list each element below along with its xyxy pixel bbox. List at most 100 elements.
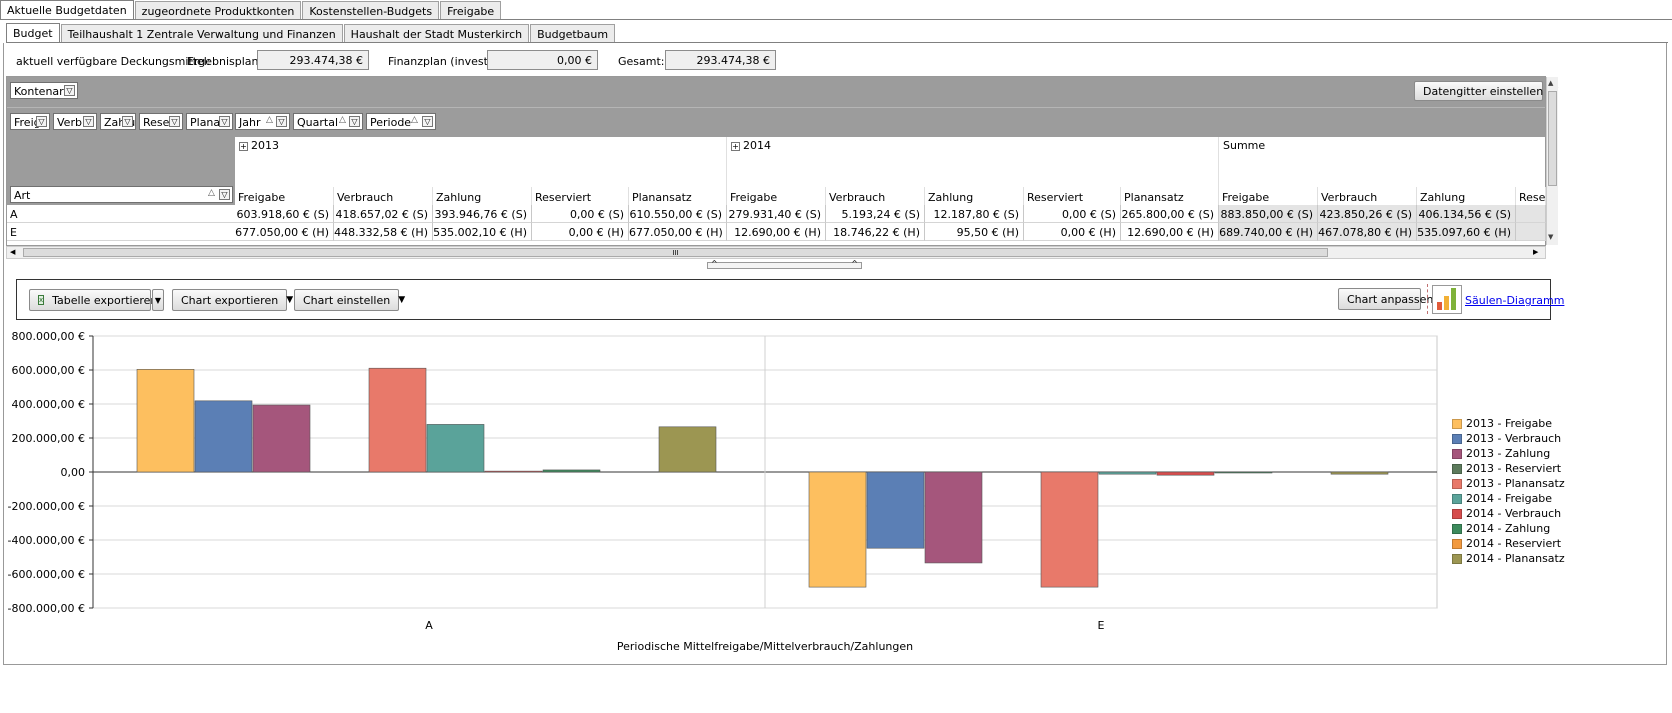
- column-header[interactable]: Verbrauch: [334, 187, 433, 205]
- scroll-down-icon[interactable]: ▼: [1548, 233, 1554, 241]
- gesamt-field[interactable]: 293.474,38 €: [665, 50, 776, 70]
- table-cell[interactable]: 535.002,10 € (H): [433, 223, 532, 241]
- filter-icon[interactable]: ▽: [122, 116, 133, 127]
- tabelle-exportieren-button[interactable]: x Tabelle exportieren: [29, 289, 157, 311]
- sort-icon[interactable]: △: [411, 115, 418, 125]
- column-header[interactable]: Zahlung: [1417, 187, 1516, 205]
- sort-icon[interactable]: △: [339, 115, 346, 125]
- table-cell[interactable]: 0,00 € (S): [532, 205, 629, 223]
- collapse-up-icon[interactable]: ^: [851, 259, 858, 268]
- table-cell[interactable]: 689.740,00 € (H): [1219, 223, 1318, 241]
- table-cell[interactable]: 18.746,22 € (H): [826, 223, 925, 241]
- expand-icon[interactable]: +: [731, 142, 740, 151]
- field-reserviert[interactable]: Reser ▽: [139, 113, 183, 130]
- column-header[interactable]: Freigabe: [1219, 187, 1318, 205]
- horizontal-scrollbar[interactable]: ◀ III ▶: [6, 246, 1546, 259]
- filter-icon[interactable]: ▽: [169, 116, 180, 127]
- column-header[interactable]: Planansatz: [629, 187, 727, 205]
- row-header[interactable]: E: [7, 223, 235, 241]
- column-header[interactable]: Planansatz: [1121, 187, 1219, 205]
- table-cell[interactable]: 0,00 € (S): [1024, 205, 1121, 223]
- table-cell[interactable]: 610.550,00 € (S): [629, 205, 727, 223]
- field-verbrauch[interactable]: Verbra ▽: [53, 113, 97, 130]
- field-planansatz[interactable]: Planan ▽: [186, 113, 233, 130]
- table-cell[interactable]: 677.050,00 € (H): [235, 223, 334, 241]
- sort-icon[interactable]: △: [208, 188, 215, 198]
- filter-icon[interactable]: ▽: [349, 116, 360, 127]
- scroll-right-icon[interactable]: ▶: [1533, 248, 1539, 256]
- table-cell[interactable]: 677.050,00 € (H): [629, 223, 727, 241]
- filter-kontenart[interactable]: Kontenart ▽: [10, 82, 78, 99]
- table-cell[interactable]: 0,00 € (H): [532, 223, 629, 241]
- vertical-scrollbar[interactable]: ▲ ▼: [1546, 77, 1558, 245]
- splitter-handle[interactable]: ^ ^: [707, 259, 862, 269]
- table-cell[interactable]: 12.690,00 € (H): [1121, 223, 1219, 241]
- table-cell[interactable]: 535.097,60 € (H): [1417, 223, 1516, 241]
- ergebnisplan-field[interactable]: 293.474,38 €: [257, 50, 369, 70]
- table-cell[interactable]: 279.931,40 € (S): [727, 205, 826, 223]
- scroll-up-icon[interactable]: ▲: [1548, 79, 1554, 87]
- column-header[interactable]: Verbrauch: [1318, 187, 1417, 205]
- export-dropdown-button[interactable]: ▼: [152, 289, 164, 311]
- filter-icon[interactable]: ▽: [422, 116, 433, 127]
- table-cell[interactable]: 393.946,76 € (S): [433, 205, 532, 223]
- column-header[interactable]: Reserviert: [1024, 187, 1121, 205]
- filter-icon[interactable]: ▽: [36, 116, 47, 127]
- tab-zugeordnete-produktkonten[interactable]: zugeordnete Produktkonten: [134, 1, 302, 20]
- column-header[interactable]: Zahlung: [433, 187, 532, 205]
- table-cell[interactable]: 603.918,60 € (S): [235, 205, 334, 223]
- column-header[interactable]: Reserviert: [532, 187, 629, 205]
- tab-kostenstellen-budgets[interactable]: Kostenstellen-Budgets: [302, 1, 440, 20]
- table-cell[interactable]: 5.193,24 € (S): [826, 205, 925, 223]
- filter-icon[interactable]: ▽: [83, 116, 94, 127]
- table-cell[interactable]: 406.134,56 € (S): [1417, 205, 1516, 223]
- tab-budgetbaum[interactable]: Budgetbaum: [530, 24, 616, 43]
- filter-icon[interactable]: ▽: [219, 189, 230, 200]
- scroll-thumb[interactable]: [1548, 91, 1557, 186]
- expand-icon[interactable]: +: [239, 142, 248, 151]
- collapse-up-icon[interactable]: ^: [711, 259, 718, 268]
- tab-teilhaushalt[interactable]: Teilhaushalt 1 Zentrale Verwaltung und F…: [60, 24, 343, 43]
- filter-icon[interactable]: ▽: [219, 116, 230, 127]
- table-cell[interactable]: 883.850,00 € (S): [1219, 205, 1318, 223]
- field-jahr[interactable]: Jahr △ ▽: [235, 113, 290, 130]
- table-cell[interactable]: 265.800,00 € (S): [1121, 205, 1219, 223]
- column-header[interactable]: Zahlung: [925, 187, 1024, 205]
- hscroll-thumb[interactable]: III: [23, 248, 1328, 257]
- tab-aktuelle-budgetdaten[interactable]: Aktuelle Budgetdaten: [0, 0, 134, 20]
- table-cell[interactable]: 448.332,58 € (H): [334, 223, 433, 241]
- saeulen-diagramm-link[interactable]: Säulen-Diagramm: [1465, 294, 1565, 307]
- column-header[interactable]: Freigabe: [235, 187, 334, 205]
- table-cell[interactable]: 12.690,00 € (H): [727, 223, 826, 241]
- row-header[interactable]: A: [7, 205, 235, 223]
- field-art[interactable]: Art △ ▽: [10, 186, 233, 203]
- field-periode[interactable]: Periode △ ▽: [366, 113, 436, 130]
- table-cell[interactable]: 0,00 € (H): [1024, 223, 1121, 241]
- year-header-2014[interactable]: +2014: [727, 137, 1219, 187]
- column-header[interactable]: Verbrauch: [826, 187, 925, 205]
- datengitter-einstellen-button[interactable]: Datengitter einstellen▼: [1414, 81, 1558, 101]
- column-header[interactable]: Reser: [1516, 187, 1546, 205]
- tab-budget[interactable]: Budget: [6, 23, 60, 43]
- scroll-left-icon[interactable]: ◀: [10, 248, 16, 256]
- sort-icon[interactable]: △: [266, 115, 273, 125]
- filter-icon[interactable]: ▽: [276, 116, 287, 127]
- table-cell[interactable]: 12.187,80 € (S): [925, 205, 1024, 223]
- bar-chart-icon[interactable]: [1432, 285, 1462, 314]
- filter-icon[interactable]: ▽: [64, 85, 75, 96]
- column-header[interactable]: Freigabe: [727, 187, 826, 205]
- table-cell[interactable]: [1516, 223, 1546, 241]
- field-freigabe[interactable]: Freig ▽: [10, 113, 50, 130]
- table-cell[interactable]: 95,50 € (H): [925, 223, 1024, 241]
- year-header-2013[interactable]: +2013: [235, 137, 727, 187]
- table-cell[interactable]: 467.078,80 € (H): [1318, 223, 1417, 241]
- tab-freigabe[interactable]: Freigabe: [440, 1, 502, 20]
- table-cell[interactable]: 423.850,26 € (S): [1318, 205, 1417, 223]
- table-cell[interactable]: 418.657,02 € (S): [334, 205, 433, 223]
- chart-exportieren-button[interactable]: Chart exportieren ▼: [172, 289, 293, 311]
- field-zahlung[interactable]: Zahlu ▽: [100, 113, 136, 130]
- table-cell[interactable]: [1516, 205, 1546, 223]
- field-quartal[interactable]: Quartal △ ▽: [293, 113, 363, 130]
- finanzplan-field[interactable]: 0,00 €: [487, 50, 598, 70]
- tab-haushalt-stadt[interactable]: Haushalt der Stadt Musterkirch: [343, 24, 530, 43]
